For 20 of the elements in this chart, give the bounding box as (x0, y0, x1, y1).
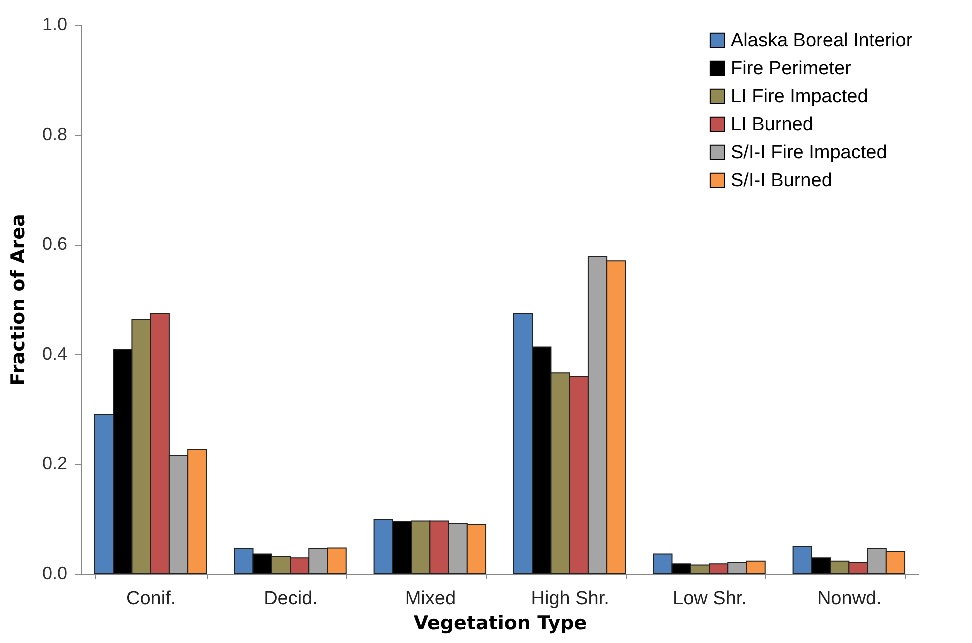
x-tick-label: High Shr. (531, 588, 610, 610)
x-tick-label: Low Shr. (673, 588, 747, 610)
legend-label: LI Burned (731, 114, 814, 136)
legend-label: Alaska Boreal Interior (731, 30, 914, 52)
y-tick-label: 0.8 (42, 124, 68, 144)
y-tick-label: 0.6 (42, 234, 68, 254)
y-tick-label: 0.0 (42, 564, 68, 584)
y-tick-label: 0.4 (42, 344, 68, 364)
x-axis-title: Vegetation Type (414, 612, 588, 634)
legend-label: LI Fire Impacted (731, 86, 868, 108)
legend-label: Fire Perimeter (731, 58, 852, 80)
y-tick-label: 1.0 (42, 14, 68, 34)
x-tick-label: Nonwd. (817, 588, 882, 610)
legend-label: S/I-I Burned (731, 170, 832, 192)
y-axis-title: Fraction of Area (7, 214, 30, 386)
x-tick-label: Conif. (126, 588, 176, 610)
x-tick-label: Mixed (405, 588, 456, 610)
y-tick-label: 0.2 (42, 454, 68, 474)
legend-label: S/I-I Fire Impacted (731, 142, 888, 164)
x-tick-label: Decid. (264, 588, 318, 610)
